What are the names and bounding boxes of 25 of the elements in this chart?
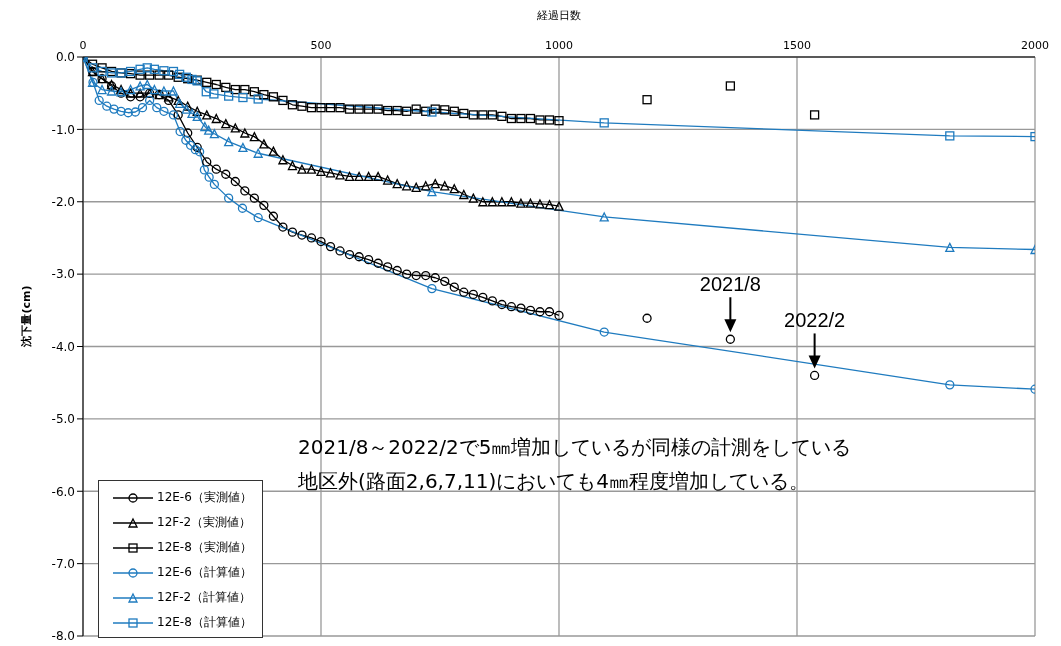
y-tick-label: -4.0: [51, 339, 75, 354]
legend-label: 12E-6（実測値）: [157, 489, 252, 506]
y-tick-label: -3.0: [51, 267, 75, 282]
x-tick-label: 2000: [1021, 39, 1049, 52]
y-tick-label: 0.0: [55, 50, 75, 65]
annotation: 2022/2: [784, 309, 846, 332]
x-tick-label: 1500: [783, 39, 811, 52]
annotation: 2021/8～2022/2で5㎜増加しているが同様の計測をしている地区外(路面2,6,7,11)においても4㎜程度増加している。: [298, 434, 853, 495]
x-tick-label: 500: [310, 39, 332, 52]
legend-label: 12E-8（実測値）: [157, 539, 252, 556]
y-axis-title: 沈下量(cm): [19, 285, 33, 348]
y-tick-label: -6.0: [51, 484, 75, 499]
y-tick-label: -2.0: [51, 195, 75, 210]
annotation: 2021/8: [699, 273, 761, 296]
legend-label: 12F-2（実測値）: [157, 514, 252, 531]
legend-label: 12E-6（計算値）: [157, 564, 252, 581]
x-tick-label: 0: [79, 39, 87, 52]
y-tick-label: -5.0: [51, 412, 75, 427]
y-tick-label: -1.0: [51, 122, 75, 137]
y-tick-label: -7.0: [51, 556, 75, 571]
legend-label: 12F-2（計算値）: [157, 589, 252, 606]
x-tick-label: 1000: [545, 39, 573, 52]
y-tick-label: -8.0: [51, 629, 75, 644]
x-axis-title: 経過日数: [536, 9, 581, 22]
legend-label: 12E-8（計算値）: [157, 614, 252, 631]
